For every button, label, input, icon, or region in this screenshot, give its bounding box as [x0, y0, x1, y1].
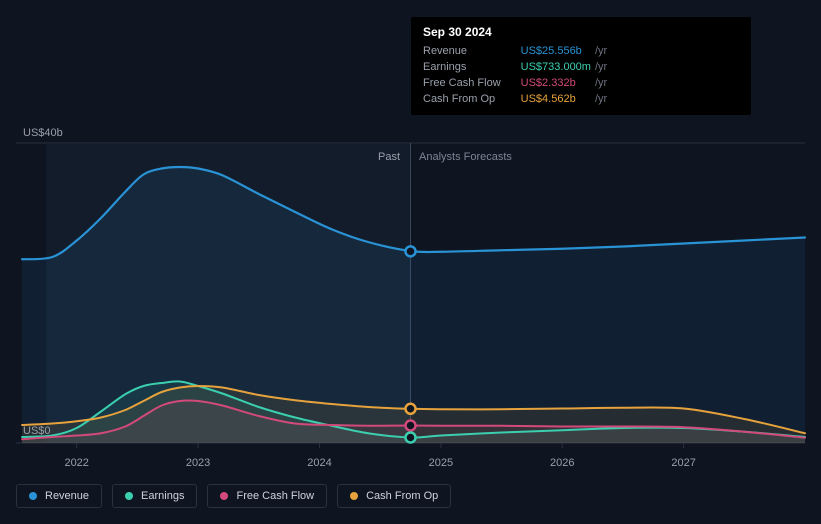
legend-item-fcf[interactable]: Free Cash Flow	[207, 484, 327, 508]
tooltip-row-label: Earnings	[423, 59, 521, 75]
x-axis-tick-label: 2026	[550, 457, 574, 469]
legend-marker-icon	[29, 492, 37, 500]
tooltip-row: EarningsUS$733.000m/yr	[423, 59, 607, 75]
past-zone-label: Past	[378, 151, 400, 163]
tooltip-row-value: US$733.000m	[521, 59, 591, 75]
legend-item-earnings[interactable]: Earnings	[112, 484, 197, 508]
tooltip-row: RevenueUS$25.556b/yr	[423, 43, 607, 59]
x-axis-tick-label: 2023	[186, 457, 210, 469]
chart-container: { "chart": { "type": "line", "width": 82…	[0, 0, 821, 524]
tooltip-row-label: Revenue	[423, 43, 521, 59]
x-axis-tick-label: 2025	[429, 457, 453, 469]
tooltip-row-value: US$4.562b	[521, 91, 591, 107]
legend-marker-icon	[220, 492, 228, 500]
x-axis-tick-label: 2022	[64, 457, 88, 469]
tooltip-row-unit: /yr	[591, 43, 607, 59]
legend-item-label: Earnings	[141, 490, 184, 502]
tooltip-row-value: US$2.332b	[521, 75, 591, 91]
tooltip-row-value: US$25.556b	[521, 43, 591, 59]
legend-marker-icon	[350, 492, 358, 500]
tooltip-row: Cash From OpUS$4.562b/yr	[423, 91, 607, 107]
tooltip-row: Free Cash FlowUS$2.332b/yr	[423, 75, 607, 91]
tooltip-rows: RevenueUS$25.556b/yrEarningsUS$733.000m/…	[423, 43, 607, 107]
legend-marker-icon	[125, 492, 133, 500]
tooltip-row-unit: /yr	[591, 59, 607, 75]
tooltip-row-label: Free Cash Flow	[423, 75, 521, 91]
x-axis-tick-label: 2024	[307, 457, 331, 469]
chart-legend: Revenue Earnings Free Cash Flow Cash From O…	[16, 484, 451, 508]
forecast-zone-label: Analysts Forecasts	[419, 151, 512, 163]
legend-item-label: Revenue	[45, 490, 89, 502]
x-axis-tick-label: 2027	[671, 457, 695, 469]
legend-item-cfo[interactable]: Cash From Op	[337, 484, 451, 508]
data-tooltip: Sep 30 2024 RevenueUS$25.556b/yrEarnings…	[411, 17, 751, 115]
y-axis-max-label: US$40b	[23, 127, 63, 139]
tooltip-row-label: Cash From Op	[423, 91, 521, 107]
legend-item-label: Cash From Op	[366, 490, 438, 502]
y-axis-min-label: US$0	[23, 425, 51, 437]
legend-item-label: Free Cash Flow	[236, 490, 314, 502]
legend-item-revenue[interactable]: Revenue	[16, 484, 102, 508]
tooltip-row-unit: /yr	[591, 75, 607, 91]
tooltip-row-unit: /yr	[591, 91, 607, 107]
tooltip-date: Sep 30 2024	[423, 25, 739, 39]
